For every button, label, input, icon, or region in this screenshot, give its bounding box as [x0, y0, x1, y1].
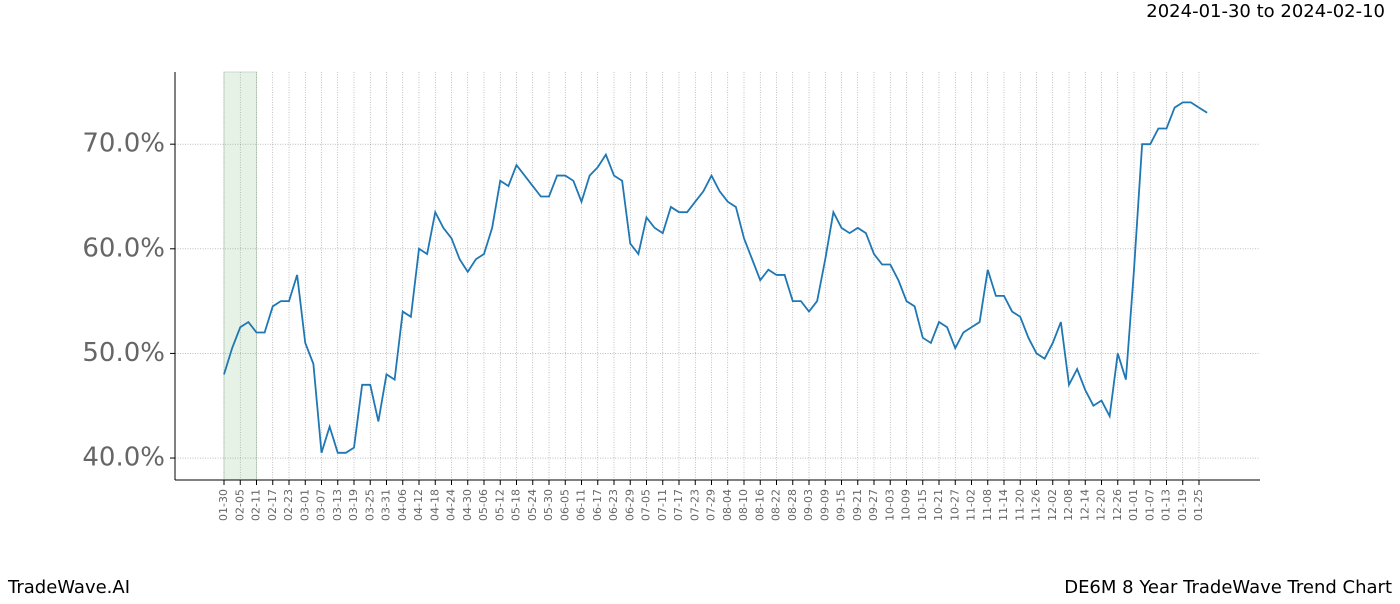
x-tick-label: 06-29: [623, 489, 636, 521]
x-tick-label: 03-19: [347, 489, 360, 521]
x-tick-label: 02-11: [250, 489, 263, 521]
x-tick-label: 03-25: [363, 489, 376, 521]
x-tick-label: 01-19: [1176, 489, 1189, 521]
x-tick-label: 11-02: [965, 489, 978, 521]
x-tick-label: 03-07: [315, 489, 328, 521]
series-line: [223, 101, 1208, 454]
x-tick-label: 01-30: [217, 489, 230, 521]
x-tick-label: 07-11: [656, 489, 669, 521]
x-tick-label: 05-12: [493, 489, 506, 521]
x-tick-label: 07-23: [688, 489, 701, 521]
x-tick-label: 04-30: [461, 489, 474, 521]
x-tick-label: 11-26: [1030, 489, 1043, 521]
x-tick-label: 02-05: [233, 489, 246, 521]
highlight-band: [223, 71, 257, 481]
x-tick-label: 04-18: [428, 489, 441, 521]
x-tick-label: 04-06: [396, 489, 409, 521]
x-tick-label: 06-05: [558, 489, 571, 521]
x-tick-label: 12-02: [1046, 489, 1059, 521]
x-tick-label: 09-09: [818, 489, 831, 521]
x-tick-label: 09-27: [867, 489, 880, 521]
x-tick-label: 09-15: [835, 489, 848, 521]
x-tick-label: 05-30: [542, 489, 555, 521]
x-tick-label: 08-28: [786, 489, 799, 521]
x-tick-label: 10-27: [948, 489, 961, 521]
x-tick-label: 04-12: [412, 489, 425, 521]
y-tick-label: 40.0%: [82, 443, 165, 473]
x-tick-label: 07-29: [705, 489, 718, 521]
x-tick-label: 01-01: [1127, 489, 1140, 521]
x-tick-label: 10-21: [932, 489, 945, 521]
x-tick-label: 11-14: [997, 489, 1010, 521]
x-tick-label: 05-24: [526, 489, 539, 521]
x-tick-label: 11-08: [981, 489, 994, 521]
x-tick-label: 12-26: [1111, 489, 1124, 521]
x-tick-label: 07-05: [640, 489, 653, 521]
x-tick-label: 06-23: [607, 489, 620, 521]
x-tick-label: 10-09: [900, 489, 913, 521]
x-tick-label: 06-11: [575, 489, 588, 521]
x-tick-label: 12-08: [1062, 489, 1075, 521]
x-tick-label: 02-17: [266, 489, 279, 521]
x-tick-label: 05-18: [510, 489, 523, 521]
x-tick-label: 08-22: [770, 489, 783, 521]
x-tick-label: 10-03: [883, 489, 896, 521]
x-tick-label: 08-10: [737, 489, 750, 521]
y-tick-label: 50.0%: [82, 338, 165, 368]
chart-subtitle: DE6M 8 Year TradeWave Trend Chart: [1064, 577, 1392, 598]
x-tick-label: 07-17: [672, 489, 685, 521]
x-tick-label: 03-31: [380, 489, 393, 521]
x-tick-label: 05-06: [477, 489, 490, 521]
x-tick-label: 08-16: [753, 489, 766, 521]
x-tick-label: 08-04: [721, 489, 734, 521]
x-tick-label: 12-14: [1078, 489, 1091, 521]
x-tick-label: 04-24: [445, 489, 458, 521]
x-tick-label: 10-15: [916, 489, 929, 521]
x-tick-label: 09-03: [802, 489, 815, 521]
y-tick-label: 70.0%: [82, 129, 165, 159]
x-tick-label: 01-13: [1160, 489, 1173, 521]
x-tick-label: 03-01: [298, 489, 311, 521]
x-tick-label: 12-20: [1095, 489, 1108, 521]
x-tick-label: 11-20: [1013, 489, 1026, 521]
x-tick-label: 09-21: [851, 489, 864, 521]
chart-title: 2024-01-30 to 2024-02-10: [1146, 1, 1385, 22]
brand: TradeWave.AI: [7, 577, 130, 598]
x-tick-label: 06-17: [591, 489, 604, 521]
x-tick-label: 01-25: [1192, 489, 1205, 521]
x-tick-label: 01-07: [1143, 489, 1156, 521]
y-tick-label: 60.0%: [82, 233, 165, 263]
x-tick-label: 03-13: [331, 489, 344, 521]
x-tick-label: 02-23: [282, 489, 295, 521]
